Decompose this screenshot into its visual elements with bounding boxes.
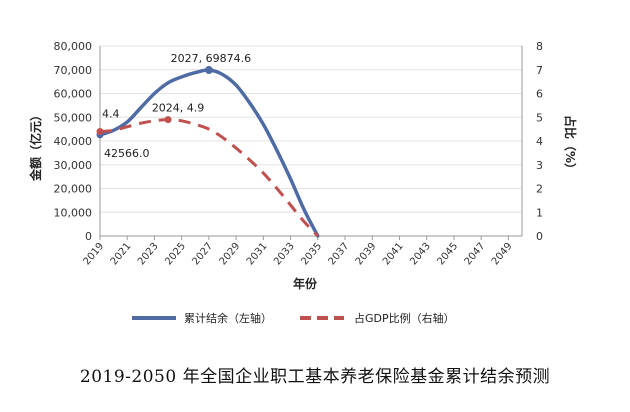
y-left-tick-label: 0 bbox=[85, 230, 92, 243]
figure-caption: 2019-2050 年全国企业职工基本养老保险基金累计结余预测 bbox=[79, 367, 551, 387]
x-tick-label: 2029 bbox=[218, 241, 243, 268]
y-left-axis-label: 金额（亿元） bbox=[28, 109, 43, 182]
legend-label-balance: 累计结余（左轴） bbox=[184, 311, 272, 325]
x-tick-label: 2033 bbox=[272, 241, 297, 268]
x-tick-label: 2047 bbox=[463, 241, 488, 268]
x-tick-label: 2025 bbox=[163, 241, 188, 268]
series-lines bbox=[96, 66, 320, 238]
x-tick-label: 2023 bbox=[136, 241, 161, 268]
x-axis: 2019 2021 2023 2025 2027 2029 2031 2033 2035 2037… bbox=[82, 236, 515, 267]
start-gdp-marker bbox=[96, 128, 104, 135]
series-line-gdp-ratio bbox=[99, 118, 319, 238]
y-left-axis: 0 10,000 20,000 30,000 40,000 50,000 60,000 70,… bbox=[54, 40, 93, 243]
y-left-tick-label: 10,000 bbox=[54, 206, 93, 219]
x-tick-label: 2027 bbox=[190, 241, 215, 268]
gridlines bbox=[99, 45, 523, 237]
y-right-axis-label: 占比（%） bbox=[563, 115, 578, 175]
x-tick-label: 2019 bbox=[82, 241, 107, 268]
y-left-tick-label: 80,000 bbox=[54, 40, 93, 53]
y-right-tick-label: 7 bbox=[536, 64, 543, 77]
data-label: 2024, 4.9 bbox=[152, 102, 204, 115]
y-right-axis: 0 1 2 3 4 5 6 7 8 bbox=[536, 40, 543, 243]
y-right-tick-label: 3 bbox=[536, 159, 543, 172]
y-right-tick-label: 1 bbox=[536, 206, 543, 219]
data-label: 42566.0 bbox=[104, 147, 150, 160]
x-tick-label: 2035 bbox=[299, 241, 324, 268]
y-right-tick-label: 0 bbox=[536, 230, 543, 243]
x-tick-label: 2041 bbox=[381, 241, 406, 268]
y-right-tick-label: 6 bbox=[536, 88, 543, 101]
x-tick-label: 2043 bbox=[408, 241, 433, 268]
data-label: 2027, 69874.6 bbox=[171, 52, 251, 65]
y-left-tick-label: 40,000 bbox=[54, 135, 93, 148]
x-tick-label: 2039 bbox=[354, 241, 379, 268]
y-left-tick-label: 50,000 bbox=[54, 111, 93, 124]
y-right-tick-label: 2 bbox=[536, 183, 543, 196]
x-tick-label: 2049 bbox=[490, 241, 515, 268]
y-right-tick-label: 4 bbox=[536, 135, 543, 148]
x-axis-label: 年份 bbox=[293, 276, 318, 291]
x-tick-label: 2037 bbox=[327, 241, 352, 268]
y-right-tick-label: 5 bbox=[536, 111, 543, 124]
x-tick-label: 2045 bbox=[435, 241, 460, 268]
y-left-tick-label: 30,000 bbox=[54, 159, 93, 172]
y-left-tick-label: 20,000 bbox=[54, 183, 93, 196]
y-right-tick-label: 8 bbox=[536, 40, 543, 53]
legend-label-gdp: 占GDP比例（右轴） bbox=[354, 311, 455, 325]
annotations: 2027, 69874.6 2024, 4.9 4.4 42566.0 bbox=[102, 52, 251, 160]
x-tick-label: 2031 bbox=[245, 241, 270, 268]
peak-gdp-marker bbox=[164, 116, 172, 124]
data-label: 4.4 bbox=[102, 108, 120, 121]
y-left-tick-label: 70,000 bbox=[54, 64, 93, 77]
peak-balance-marker bbox=[204, 66, 213, 75]
legend: 累计结余（左轴） 占GDP比例（右轴） bbox=[132, 311, 455, 325]
y-left-tick-label: 60,000 bbox=[54, 88, 93, 101]
x-tick-label: 2021 bbox=[109, 241, 134, 268]
